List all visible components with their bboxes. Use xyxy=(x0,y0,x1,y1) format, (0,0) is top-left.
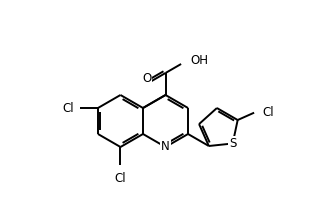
Text: Cl: Cl xyxy=(115,172,126,185)
Text: Cl: Cl xyxy=(62,101,74,115)
Text: Cl: Cl xyxy=(262,106,274,119)
Text: O: O xyxy=(142,72,152,84)
Text: N: N xyxy=(161,141,170,154)
Text: OH: OH xyxy=(190,54,208,66)
Text: S: S xyxy=(229,137,236,150)
